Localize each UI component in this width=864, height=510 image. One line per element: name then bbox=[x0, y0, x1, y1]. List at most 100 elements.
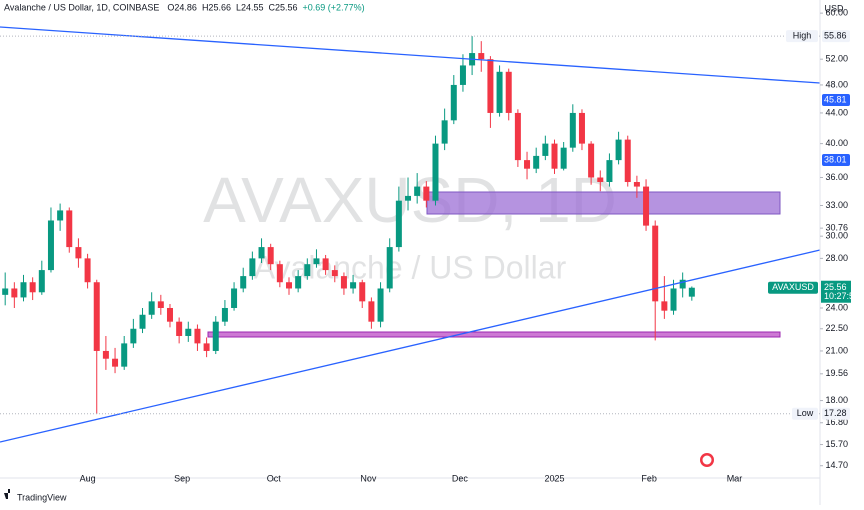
y-tick-label: 24.00 bbox=[825, 302, 848, 312]
candle-body bbox=[249, 258, 256, 277]
candle-body bbox=[340, 276, 347, 289]
candle-body bbox=[395, 200, 402, 248]
candle-body bbox=[258, 247, 265, 259]
candle-body bbox=[496, 71, 503, 113]
candle-body bbox=[423, 186, 430, 201]
y-tick-label: 28.00 bbox=[825, 253, 848, 263]
price-box bbox=[822, 407, 850, 420]
candle-body bbox=[304, 264, 311, 277]
candle-body bbox=[487, 59, 494, 113]
y-tick-label: 44.00 bbox=[825, 107, 848, 117]
candle-body bbox=[377, 288, 384, 322]
candle-body bbox=[212, 321, 219, 351]
candle-body bbox=[240, 276, 247, 289]
candle-body bbox=[578, 112, 585, 144]
candle-body bbox=[514, 112, 521, 161]
x-tick-label: Oct bbox=[267, 473, 282, 483]
marker-label-box bbox=[792, 407, 818, 420]
candle-body bbox=[93, 282, 100, 351]
candle-body bbox=[441, 120, 448, 144]
ohlc-label: H25.66 bbox=[202, 2, 231, 12]
marker-label-box bbox=[786, 30, 818, 43]
candle-body bbox=[551, 143, 558, 169]
y-tick-label: 60.00 bbox=[825, 8, 848, 18]
price-box bbox=[822, 30, 850, 43]
candle-body bbox=[386, 247, 393, 289]
y-tick-label: 36.00 bbox=[825, 172, 848, 182]
candle-body bbox=[569, 112, 576, 148]
candle-body bbox=[588, 143, 595, 178]
y-tick-label: 22.50 bbox=[825, 323, 848, 333]
x-tick-label: Feb bbox=[641, 473, 657, 483]
candle-body bbox=[322, 258, 329, 271]
marker-label-box bbox=[768, 281, 818, 294]
y-tick-label: 18.00 bbox=[825, 395, 848, 405]
price-value: 17.28 bbox=[824, 408, 847, 418]
candle-body bbox=[450, 84, 457, 121]
marker-label: High bbox=[793, 31, 812, 41]
candle-body bbox=[185, 328, 192, 336]
candle-body bbox=[66, 210, 73, 248]
price-value: 38.01 bbox=[824, 154, 847, 164]
candle-body bbox=[148, 301, 155, 315]
candle-body bbox=[652, 225, 659, 302]
y-tick-label: 40.00 bbox=[825, 138, 848, 148]
candle-body bbox=[203, 343, 210, 351]
candle-body bbox=[2, 288, 9, 295]
candle-body bbox=[670, 288, 677, 311]
candle-body bbox=[20, 282, 27, 298]
currency-box[interactable] bbox=[822, 2, 846, 16]
price-value: 45.81 bbox=[824, 94, 847, 104]
candle-body bbox=[57, 210, 64, 221]
x-tick-label: Sep bbox=[174, 473, 190, 483]
header: Avalanche / US Dollar, 1D, COINBASE bbox=[4, 2, 159, 12]
candle-body bbox=[295, 276, 302, 289]
candle-body bbox=[542, 143, 549, 156]
support-zone bbox=[207, 331, 781, 338]
candle-body bbox=[368, 301, 375, 322]
candle-body bbox=[47, 220, 54, 271]
ohlc-label: L24.55 bbox=[236, 2, 264, 12]
y-tick-label: 52.00 bbox=[825, 54, 848, 64]
candle-body bbox=[157, 301, 164, 308]
candle-body bbox=[176, 321, 183, 336]
candle-body bbox=[350, 282, 357, 289]
candle-body bbox=[285, 282, 292, 289]
candle-body bbox=[331, 270, 338, 277]
candle-body bbox=[405, 195, 412, 201]
y-tick-label: 14.70 bbox=[825, 460, 848, 470]
marker-label: Low bbox=[797, 408, 814, 418]
candle-body bbox=[459, 65, 466, 85]
y-tick-label: 16.80 bbox=[825, 417, 848, 427]
candle-body bbox=[267, 247, 274, 265]
symbol-title: Avalanche / US Dollar, 1D, COINBASE bbox=[4, 2, 159, 12]
candle-body bbox=[276, 264, 283, 283]
candle-body bbox=[194, 328, 201, 344]
candle-body bbox=[29, 282, 36, 293]
candle-body bbox=[11, 288, 18, 298]
candle-body bbox=[560, 147, 567, 169]
candle-body bbox=[615, 139, 622, 161]
y-tick-label: 21.00 bbox=[825, 345, 848, 355]
currency: USD bbox=[824, 3, 844, 13]
brand: TradingView bbox=[17, 492, 67, 502]
candle-body bbox=[38, 270, 45, 293]
y-tick-label: 48.00 bbox=[825, 79, 848, 89]
candle-body bbox=[130, 328, 137, 344]
ohlc-label: C25.56 bbox=[269, 2, 298, 12]
price-box bbox=[821, 280, 851, 303]
ohlc-label: O24.86 bbox=[167, 2, 197, 12]
candle-body bbox=[432, 143, 439, 201]
trend-line bbox=[0, 26, 821, 84]
candle-body bbox=[359, 282, 366, 302]
resistance-zone bbox=[426, 191, 781, 215]
candle-body bbox=[679, 279, 686, 289]
candle-body bbox=[139, 314, 146, 329]
price-box bbox=[822, 154, 850, 167]
ohlc-label: +0.69 (+2.77%) bbox=[303, 2, 365, 12]
y-tick-label: 33.00 bbox=[825, 200, 848, 210]
events-icon-inner bbox=[702, 455, 712, 465]
y-tick-label: 30.76 bbox=[825, 223, 848, 233]
brand-logo bbox=[4, 489, 10, 499]
